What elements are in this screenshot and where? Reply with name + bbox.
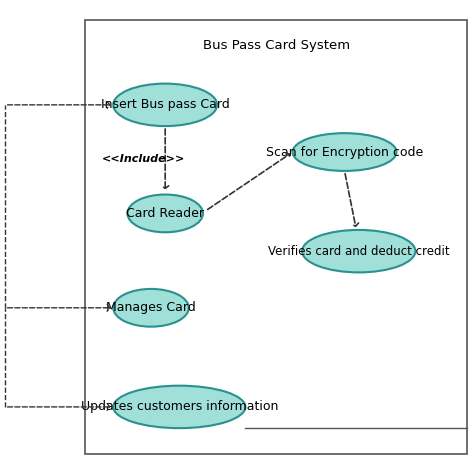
Ellipse shape [302,230,415,273]
Text: Bus Pass Card System: Bus Pass Card System [202,39,350,52]
Ellipse shape [113,83,217,126]
Ellipse shape [113,386,246,428]
Text: Insert Bus pass Card: Insert Bus pass Card [101,98,229,111]
FancyBboxPatch shape [85,20,467,454]
Text: Updates customers information: Updates customers information [81,401,278,413]
Ellipse shape [113,289,189,327]
Ellipse shape [128,194,203,232]
Text: Scan for Encryption code: Scan for Encryption code [266,146,423,158]
Text: Verifies card and deduct credit: Verifies card and deduct credit [268,245,449,258]
Text: Manages Card: Manages Card [106,301,196,314]
Text: Card Reader: Card Reader [126,207,204,220]
Text: <<Include>>: <<Include>> [102,154,186,164]
Ellipse shape [292,133,396,171]
